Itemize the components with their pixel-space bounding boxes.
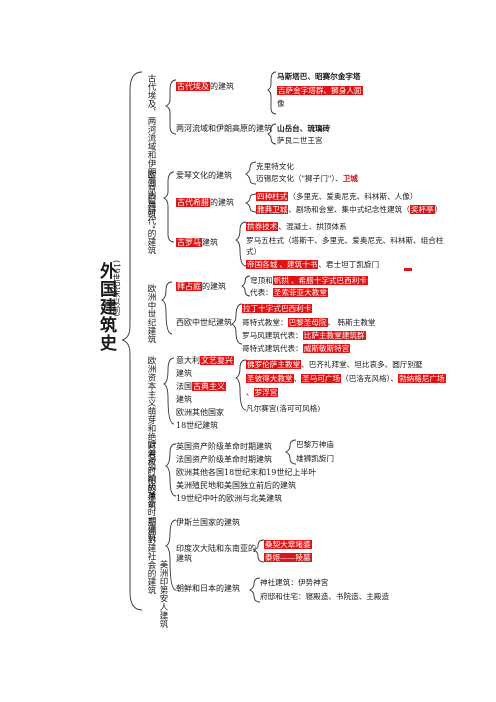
leaf-st-peter: 圣彼得大教堂、圣马可广场（巴洛克风格）、勃纳格尼广场: [246, 374, 446, 383]
leaf-romanesque: 罗马风建筑代表：比萨主教堂建筑群: [242, 331, 366, 340]
leaf-mycenae: 迈锡尼文化（"狮子门"）、卫城: [256, 174, 358, 183]
leaf-residences: 府邸和住宅：寝殿造、书院造、主殿造: [260, 592, 390, 601]
leaf-hagia-sophia: 代表：圣索菲亚大教堂: [250, 288, 328, 297]
node-18th-century: 18世纪建筑: [176, 421, 219, 430]
leaf-acropolis: 雅典卫城、剧场和会堂、集中式纪念性建筑（奖杯亭）: [256, 205, 443, 214]
node-french-classicism: 法国古典主义: [176, 382, 226, 391]
section-classical: 欧洲"古典时代"的建筑: [146, 170, 156, 255]
node-western-medieval: 西欧中世纪建筑: [176, 318, 232, 327]
root-subtitle: (19世纪末以前): [112, 260, 121, 317]
leaf-taj-mahal: 泰姬——陵墓: [264, 553, 312, 562]
leaf-sargon-palace: 萨艮二世王宫: [277, 136, 323, 145]
node-americas-colonial: 美洲殖民地和美国独立前后的建筑: [176, 481, 296, 490]
section-bourgeois-revolution: 欧美资产阶级革命时期建筑: [146, 440, 156, 542]
leaf-imperial-cities: 帝国各城 、建筑十书、君士坦丁凯旋门: [246, 260, 380, 269]
leaf-five-orders: 罗马五柱式（塔斯干、多里克、爱奥尼克、科林斯、组合柱: [246, 236, 444, 245]
node-mesopotamia: 两河流域和伊朗高原的建筑: [176, 124, 272, 133]
leaf-mastaba: 马斯塔巴、昭赛尔金字塔: [277, 72, 361, 81]
leaf-giza: 吉萨金字塔群、狮身人面: [277, 86, 363, 95]
node-italian-renaissance-suffix: 建筑: [176, 369, 192, 378]
node-india-sea: 印度次大陆和东南亚的建筑: [176, 544, 256, 563]
node-french-revolution: 法国资产阶级革命时期建筑: [176, 455, 272, 464]
leaf-sanchi: 桑契大窣堵婆: [264, 540, 312, 549]
section-renaissance: 欧洲资本主义萌芽和绝对君权时期的建筑: [146, 356, 156, 509]
section-medieval: 欧洲中世纪建筑: [146, 284, 156, 344]
node-aegean: 爱琴文化的建筑: [176, 171, 232, 180]
section-asia-feudal: 亚洲封建社会的建筑: [146, 518, 156, 595]
root-title: 外国建筑史: [96, 262, 116, 352]
node-korea-japan: 朝鲜和日本的建筑: [176, 584, 240, 593]
leaf-pantheon-paris: 巴黎万神庙: [296, 440, 334, 449]
node-rome: 古罗马建筑: [176, 238, 218, 247]
leaf-dome-pendentive: 穹顶和帆拱 、希腊十字式巴西利卡: [250, 276, 368, 285]
section-egypt-mesopotamia: 古代埃及、两河流域和伊朗高原的建筑: [146, 74, 156, 219]
leaf-florence: 佛罗伦萨主教堂、巴齐礼拜堂、坦比哀多、圆厅别墅: [246, 360, 423, 369]
leaf-versailles: 凡尔赛宫(洛可可风格): [246, 404, 321, 413]
leaf-gothic-church: 哥特式教堂：巴黎圣母院、 韩斯主教堂: [242, 318, 376, 327]
leaf-ziggurat: 山岳台、琉璃砖: [277, 124, 331, 133]
section-american-indian: 美洲印第安人建筑: [158, 560, 168, 628]
red-underline-mark: [404, 268, 412, 271]
leaf-four-orders: 四种柱式（多里克、爱奥尼克、科林斯、人像）: [256, 192, 418, 201]
node-byzantine: 拜占庭的建筑: [176, 282, 226, 291]
leaf-arc-triomphe: 雄狮凯旋门: [296, 454, 334, 463]
leaf-crete: 克里特文化: [256, 162, 294, 171]
leaf-ise-shrine: 神社建筑：伊势神宫: [260, 578, 329, 587]
leaf-louvre: 、罗浮宫: [246, 388, 279, 397]
node-french-classicism-suffix: 建筑: [176, 395, 192, 404]
node-19th-mid: 19世纪中叶的欧洲与北美建筑: [176, 494, 283, 503]
node-other-europe-18-19: 欧洲其他各国18世纪末和19世纪上半叶: [176, 468, 317, 477]
leaf-sphinx-cont: 像: [277, 99, 285, 108]
node-english-revolution: 英国资产阶级革命时期建筑: [176, 442, 272, 451]
node-italian-renaissance: 意大利文艺复兴: [176, 356, 234, 365]
leaf-gothic-rep: 哥特式建筑代表：威斯敏斯特宫: [242, 344, 351, 353]
leaf-latin-cross: 拉丁十字式巴西利卡: [242, 304, 313, 313]
leaf-five-orders-cont: 式）: [246, 247, 262, 256]
node-islamic: 伊斯兰国家的建筑: [176, 518, 240, 527]
node-ancient-egypt: 古代埃及的建筑: [176, 82, 234, 91]
leaf-arch-tech: 拱券技术、混凝土、拱顶体系: [246, 222, 347, 231]
node-other-europe: 欧洲其他国家: [176, 408, 224, 417]
node-greece: 古代希腊的建筑: [176, 198, 234, 207]
